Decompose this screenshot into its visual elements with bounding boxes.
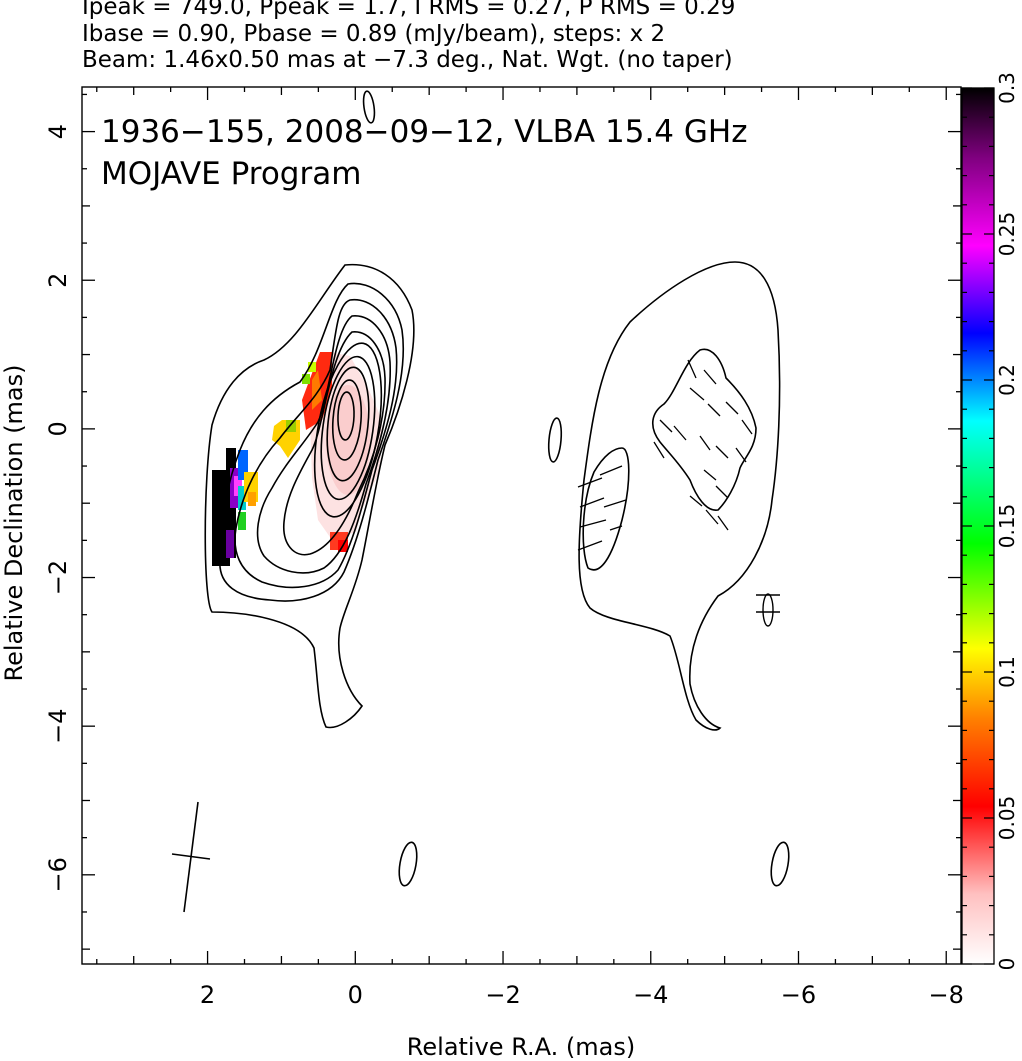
- contour-6: [313, 342, 383, 518]
- beam-marker-small: [756, 593, 780, 627]
- contour-10: [337, 391, 355, 441]
- header-line-3: Beam: 1.46x0.50 mas at −7.3 deg., Nat. W…: [82, 47, 733, 73]
- x-axis-label: Relative R.A. (mas): [407, 1033, 635, 1061]
- colorbar-tick-label: 0.25: [995, 212, 1019, 257]
- y-tick-label: 0: [44, 421, 72, 436]
- colorbar-tick-label: 0.1: [995, 656, 1019, 688]
- colorbar-tick-labels: 0 0.05 0.1 0.15 0.2 0.25 0.3: [995, 72, 1019, 970]
- contour-8: [326, 366, 370, 482]
- contour-3: [234, 299, 398, 589]
- colorbar-tick-label: 0.05: [995, 796, 1019, 841]
- y-tick-label: 4: [44, 124, 72, 139]
- x-tick-label: 0: [348, 981, 363, 1009]
- colorbar-tick-label: 0: [995, 958, 1019, 971]
- x-tick-label: −6: [781, 981, 816, 1009]
- contour-bottom-spot-2: [770, 841, 790, 887]
- contour-bottom-spot-1: [398, 841, 418, 887]
- contour-outer-right: [578, 261, 781, 731]
- contour-9: [331, 379, 363, 461]
- chart-title: 1936−155, 2008−09−12, VLBA 15.4 GHz: [101, 114, 747, 150]
- contour-evpa-left-region: [582, 447, 630, 571]
- colorbar-ticks: [962, 87, 994, 965]
- plot-frame: [81, 86, 962, 965]
- colorbar-tick-label: 0.3: [995, 72, 1019, 104]
- y-tick-label: −4: [44, 708, 72, 743]
- intensity-contours: [204, 90, 790, 887]
- contour-evpa-right-region: [652, 348, 757, 511]
- header-line-2: Ibase = 0.90, Pbase = 0.89 (mJy/beam), s…: [82, 21, 666, 47]
- y-tick-label: −2: [44, 560, 72, 595]
- header-line-1: Ipeak = 749.0, Ppeak = 1.7, I RMS = 0.27…: [82, 0, 736, 20]
- x-tick-label: 2: [200, 981, 215, 1009]
- x-tick-label: −2: [485, 981, 520, 1009]
- y-axis-label: Relative Declination (mas): [0, 364, 28, 681]
- y-tick-label: 2: [44, 273, 72, 288]
- axis-ticks: [82, 87, 961, 964]
- beam-marker: [171, 801, 211, 913]
- colorbar-tick-label: 0.15: [995, 504, 1019, 549]
- contour-top-spot-left: [362, 90, 376, 124]
- y-tick-labels: 4 2 0 −2 −4 −6: [44, 124, 72, 893]
- contour-small-spot: [547, 417, 563, 463]
- colorbar: 0 0.05 0.1 0.15 0.2 0.25 0.3: [961, 72, 1019, 970]
- evpa-ticks: [577, 359, 753, 551]
- contour-2: [219, 282, 405, 602]
- y-tick-label: −6: [44, 857, 72, 892]
- contour-4: [256, 315, 392, 574]
- x-tick-label: −8: [929, 981, 964, 1009]
- x-tick-label: −4: [633, 981, 668, 1009]
- x-tick-labels: 2 0 −2 −4 −6 −8: [200, 981, 964, 1009]
- colorbar-tick-label: 0.2: [995, 364, 1019, 396]
- chart-subtitle: MOJAVE Program: [101, 156, 361, 192]
- contour-outer-left: [204, 263, 415, 729]
- contour-7: [320, 355, 376, 501]
